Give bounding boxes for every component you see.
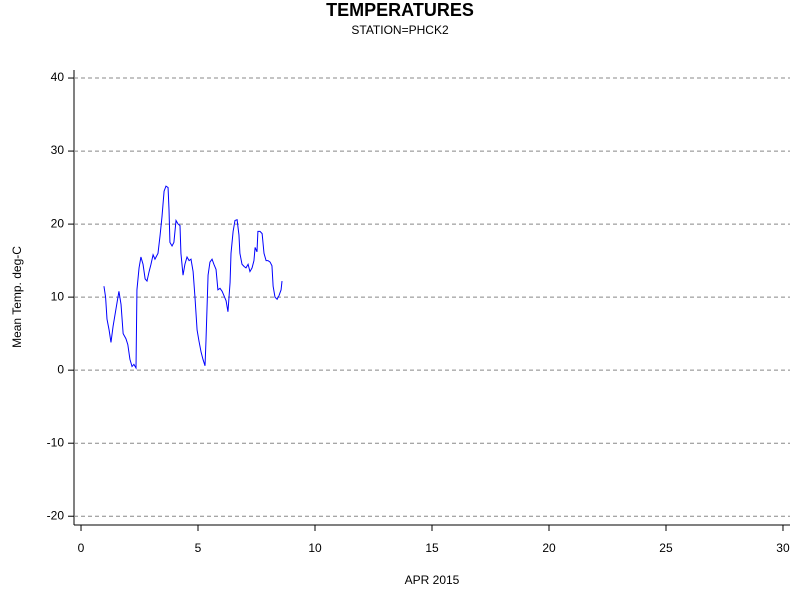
y-tick-label: 0 — [57, 362, 64, 376]
x-tick-label: 25 — [659, 541, 673, 555]
y-tick-label: 20 — [51, 216, 65, 230]
x-axis-label: APR 2015 — [405, 573, 460, 587]
y-tick-label: 10 — [51, 289, 65, 303]
x-tick-label: 5 — [195, 541, 202, 555]
chart-subtitle: STATION=PHCK2 — [351, 23, 449, 37]
x-tick-label: 30 — [776, 541, 790, 555]
x-tick-label: 15 — [425, 541, 439, 555]
x-tick-label: 0 — [78, 541, 85, 555]
x-tick-label: 10 — [308, 541, 322, 555]
y-tick-label: 30 — [51, 143, 65, 157]
x-tick-label: 20 — [542, 541, 556, 555]
chart-title: TEMPERATURES — [326, 0, 474, 20]
y-axis-label: Mean Temp. deg-C — [10, 246, 24, 348]
y-tick-label: 40 — [51, 70, 65, 84]
y-tick-label: -10 — [47, 435, 65, 449]
data-line — [103, 185, 283, 370]
y-tick-label: -20 — [47, 508, 65, 522]
